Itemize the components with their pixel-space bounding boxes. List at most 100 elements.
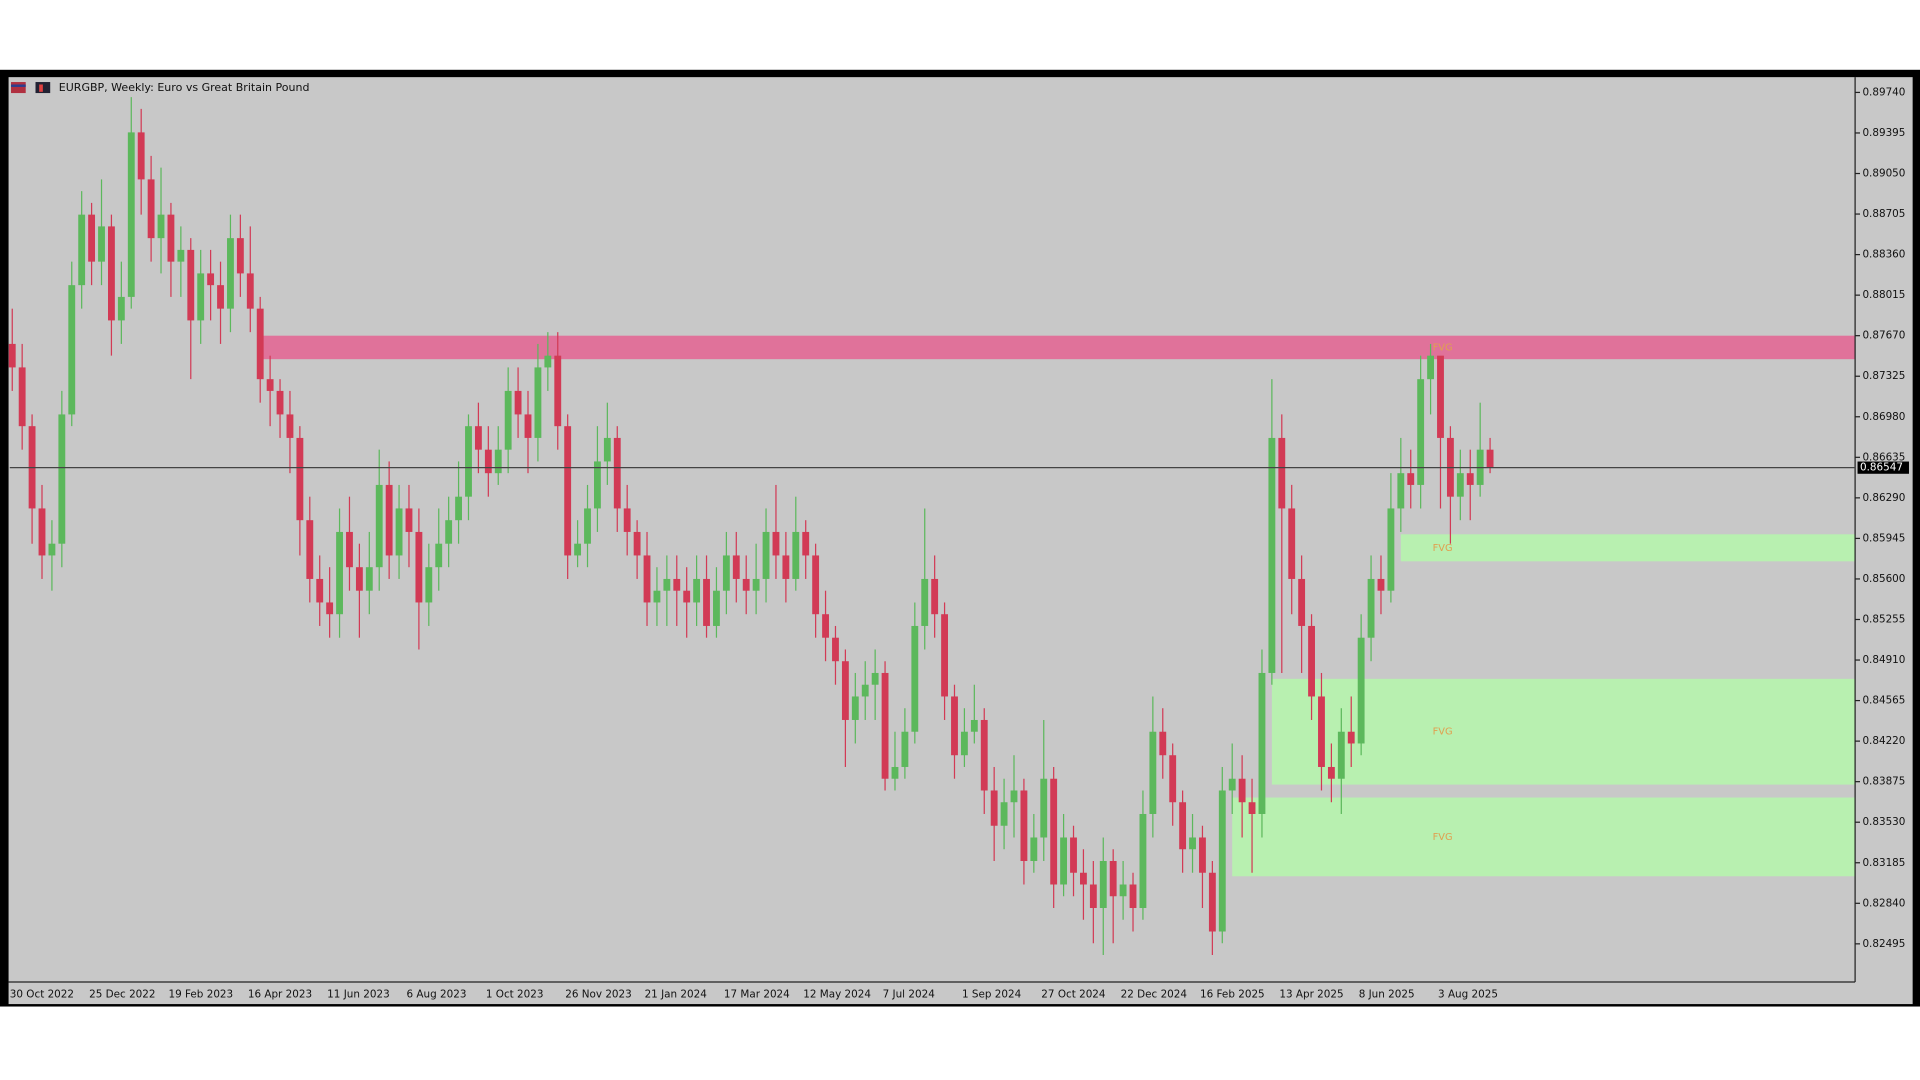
x-tick-label: 26 Nov 2023 <box>565 988 632 1000</box>
candle-body <box>1020 790 1028 861</box>
candle-body <box>941 614 948 697</box>
y-tick-label: 0.88015 <box>1862 289 1905 301</box>
candle-body <box>1248 802 1256 814</box>
candle-body <box>316 578 324 603</box>
x-tick-label: 3 Aug 2025 <box>1438 988 1498 1000</box>
y-tick-label: 0.82495 <box>1862 938 1905 950</box>
y-tick-label: 0.85255 <box>1862 613 1905 625</box>
y-tick-label: 0.88705 <box>1862 208 1905 220</box>
candle-body <box>1000 802 1008 826</box>
candle-body <box>494 449 502 474</box>
candle-body <box>1238 778 1246 803</box>
y-tick-label: 0.88360 <box>1862 249 1905 261</box>
candle-body <box>1278 437 1286 509</box>
y-tick-label: 0.86980 <box>1862 411 1905 423</box>
candle-body <box>623 508 631 532</box>
candle-body <box>633 531 641 556</box>
candle-body <box>455 496 463 521</box>
candle-body <box>1298 578 1306 626</box>
x-tick-label: 30 Oct 2022 <box>10 988 74 1000</box>
candle-body <box>980 719 988 791</box>
candle-body <box>207 273 215 286</box>
candle-body <box>663 578 671 591</box>
candle-body <box>792 531 800 579</box>
candle-body <box>1099 860 1107 909</box>
candle-body <box>762 531 770 579</box>
candle-body <box>1437 355 1444 438</box>
y-tick-label: 0.86635 <box>1862 451 1905 463</box>
candle-body <box>326 602 334 615</box>
candle-body <box>147 179 155 239</box>
candle-body <box>1189 837 1196 850</box>
candle-body <box>1466 473 1474 485</box>
candle-body <box>38 508 46 556</box>
candle-body <box>395 508 403 556</box>
y-tick-label: 0.86290 <box>1862 492 1905 504</box>
candle-body <box>514 390 522 415</box>
candle-body <box>931 578 939 615</box>
candle-body <box>137 132 145 180</box>
candle-body <box>1377 578 1385 591</box>
candle-body <box>693 578 701 603</box>
x-tick-label: 12 May 2024 <box>803 988 871 1000</box>
x-tick-label: 25 Dec 2022 <box>89 988 155 1000</box>
fvg-zone <box>1232 797 1856 877</box>
candle-body <box>584 508 591 544</box>
candle-body <box>1456 473 1464 497</box>
candle-body <box>951 696 958 756</box>
candle-body <box>88 214 96 262</box>
x-tick-label: 6 Aug 2023 <box>407 988 467 1000</box>
x-tick-label: 19 Feb 2023 <box>168 988 233 1000</box>
candle-body <box>673 578 681 591</box>
candle-body <box>990 790 998 826</box>
candle-body <box>782 555 790 579</box>
candle-body <box>722 555 730 591</box>
y-tick-label: 0.89050 <box>1862 168 1905 180</box>
candle-body <box>871 672 879 685</box>
candle-body <box>564 426 572 556</box>
x-tick-label: 27 Oct 2024 <box>1041 988 1106 1000</box>
x-tick-label: 8 Jun 2025 <box>1359 988 1415 1000</box>
candle-body <box>822 614 829 638</box>
candle-body <box>703 578 710 626</box>
x-tick-label: 16 Apr 2023 <box>248 988 312 1000</box>
y-tick-label: 0.85600 <box>1862 573 1905 585</box>
candle-body <box>385 484 393 556</box>
candle-body <box>1318 696 1325 767</box>
candle-body <box>157 214 165 239</box>
candle-body <box>752 578 760 591</box>
x-tick-label: 13 Apr 2025 <box>1279 988 1343 1000</box>
candle-body <box>911 625 919 732</box>
axes: 0.89740 0.89395 0.89050 0.88705 0.88360 0.880… <box>9 86 1909 1000</box>
candle-body <box>405 508 413 532</box>
candle-body <box>1010 790 1018 803</box>
candle-body <box>58 414 66 544</box>
candle-body <box>78 214 86 286</box>
zone-label: FVG <box>1433 543 1453 554</box>
candle-body <box>355 567 363 591</box>
candle-body <box>246 273 254 309</box>
candle-body <box>1040 778 1048 838</box>
candle-body <box>1397 473 1405 509</box>
candle-body <box>841 661 849 720</box>
candle-body <box>425 567 433 603</box>
fvg-zone <box>260 335 1856 360</box>
candle-body <box>524 414 532 438</box>
candle-body <box>643 555 651 603</box>
candle-body <box>832 637 839 662</box>
candle-body <box>1357 637 1365 744</box>
candle-body <box>613 437 621 509</box>
candle-body <box>1407 473 1415 485</box>
candle-body <box>1109 860 1117 897</box>
candle-body <box>227 238 234 309</box>
fvg-zone <box>1400 534 1856 562</box>
flag-icon <box>11 82 26 94</box>
candle-body <box>217 285 224 309</box>
candle-body <box>1367 578 1375 638</box>
candle-body <box>336 531 343 615</box>
flag-icon <box>11 84 26 87</box>
candle-body <box>286 414 294 438</box>
candle-body <box>554 355 562 427</box>
y-tick-label: 0.87325 <box>1862 370 1905 382</box>
